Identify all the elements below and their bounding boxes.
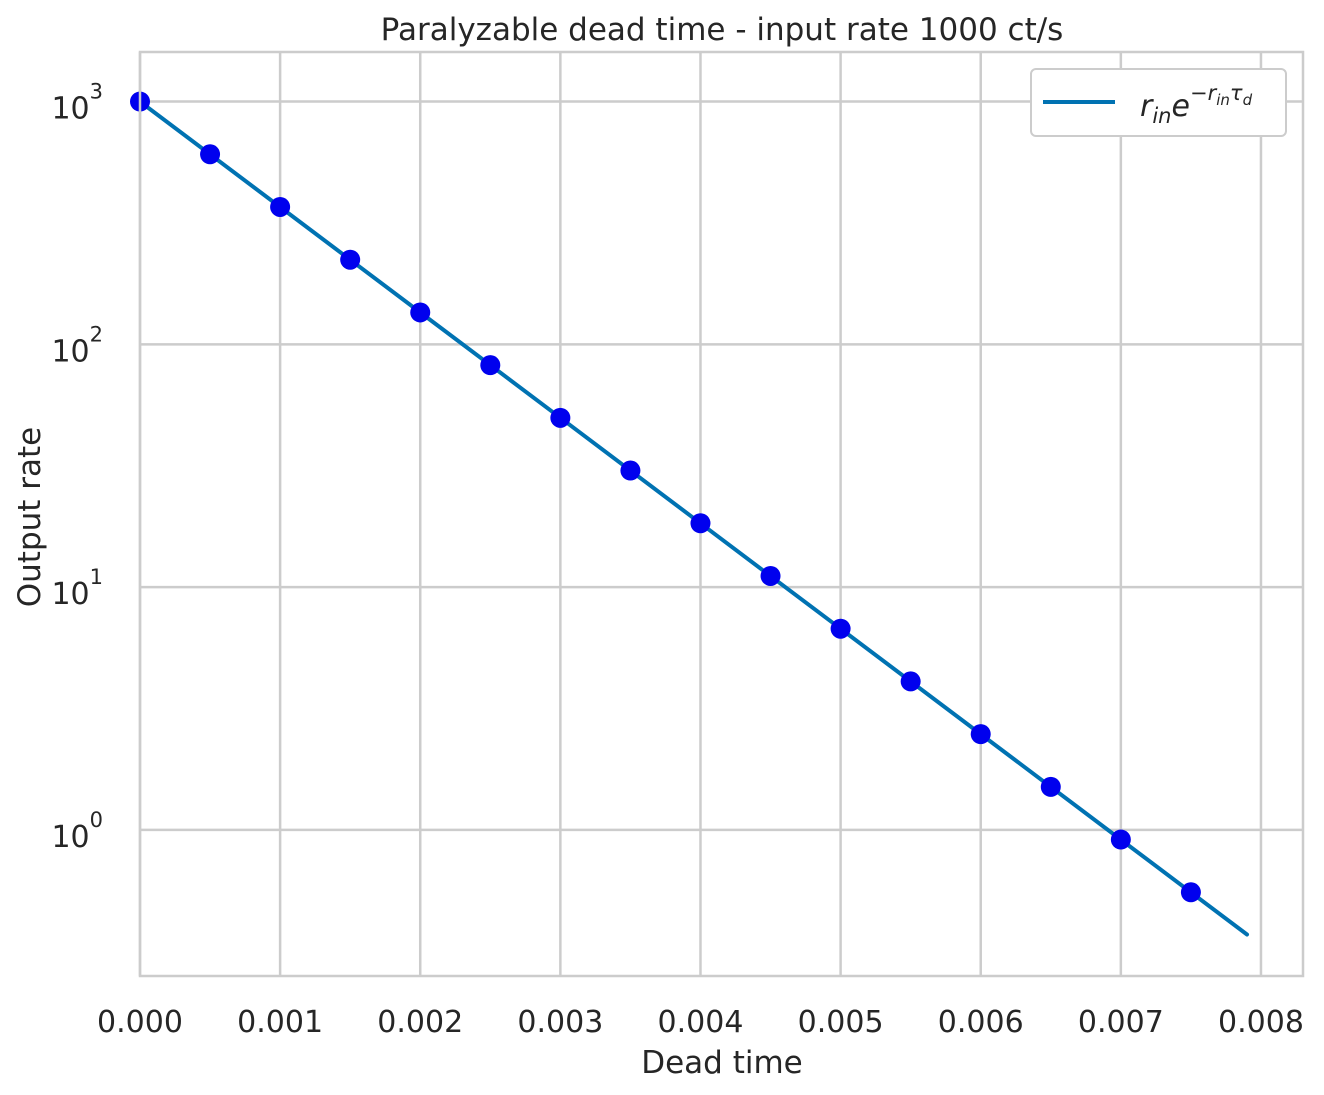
- scatter-point: [1110, 829, 1131, 850]
- scatter-series: [130, 91, 1201, 903]
- x-tick-label: 0.007: [1078, 1005, 1164, 1040]
- scatter-point: [200, 144, 221, 165]
- scatter-point: [480, 355, 501, 376]
- y-tick-label: 100: [51, 808, 103, 855]
- x-tick-label: 0.006: [938, 1005, 1024, 1040]
- legend-label: rine−rinτd: [1140, 81, 1253, 128]
- y-axis-ticks: 100 101 102 103: [51, 80, 103, 855]
- scatter-point: [1180, 882, 1201, 903]
- x-tick-label: 0.000: [97, 1005, 183, 1040]
- scatter-point: [620, 460, 641, 481]
- x-tick-label: 0.008: [1218, 1005, 1304, 1040]
- x-axis-label: Dead time: [641, 1045, 803, 1081]
- y-tick-label: 101: [51, 565, 103, 612]
- legend-box: [1030, 68, 1287, 137]
- x-axis-ticks: 0.000 0.001 0.002 0.003 0.004 0.005 0.006 0.007…: [97, 1005, 1304, 1040]
- y-tick-label: 103: [51, 80, 103, 127]
- scatter-point: [270, 196, 291, 217]
- scatter-point: [410, 302, 431, 323]
- x-tick-label: 0.002: [377, 1005, 463, 1040]
- y-tick-label: 102: [51, 322, 103, 369]
- scatter-point: [340, 249, 361, 270]
- plot-frame: [138, 50, 1305, 978]
- scatter-point: [900, 671, 921, 692]
- scatter-point: [760, 565, 781, 586]
- legend: rine−rinτd: [1030, 68, 1287, 137]
- scatter-point: [550, 407, 571, 428]
- x-tick-label: 0.003: [517, 1005, 603, 1040]
- scatter-point: [690, 513, 711, 534]
- scatter-point: [1040, 776, 1061, 797]
- y-axis-label: Output rate: [12, 427, 48, 608]
- chart-title: Paralyzable dead time - input rate 1000 …: [381, 12, 1064, 48]
- x-tick-label: 0.005: [798, 1005, 884, 1040]
- scatter-point: [830, 618, 851, 639]
- x-tick-label: 0.001: [237, 1005, 323, 1040]
- x-tick-label: 0.004: [658, 1005, 744, 1040]
- scatter-point: [970, 724, 991, 745]
